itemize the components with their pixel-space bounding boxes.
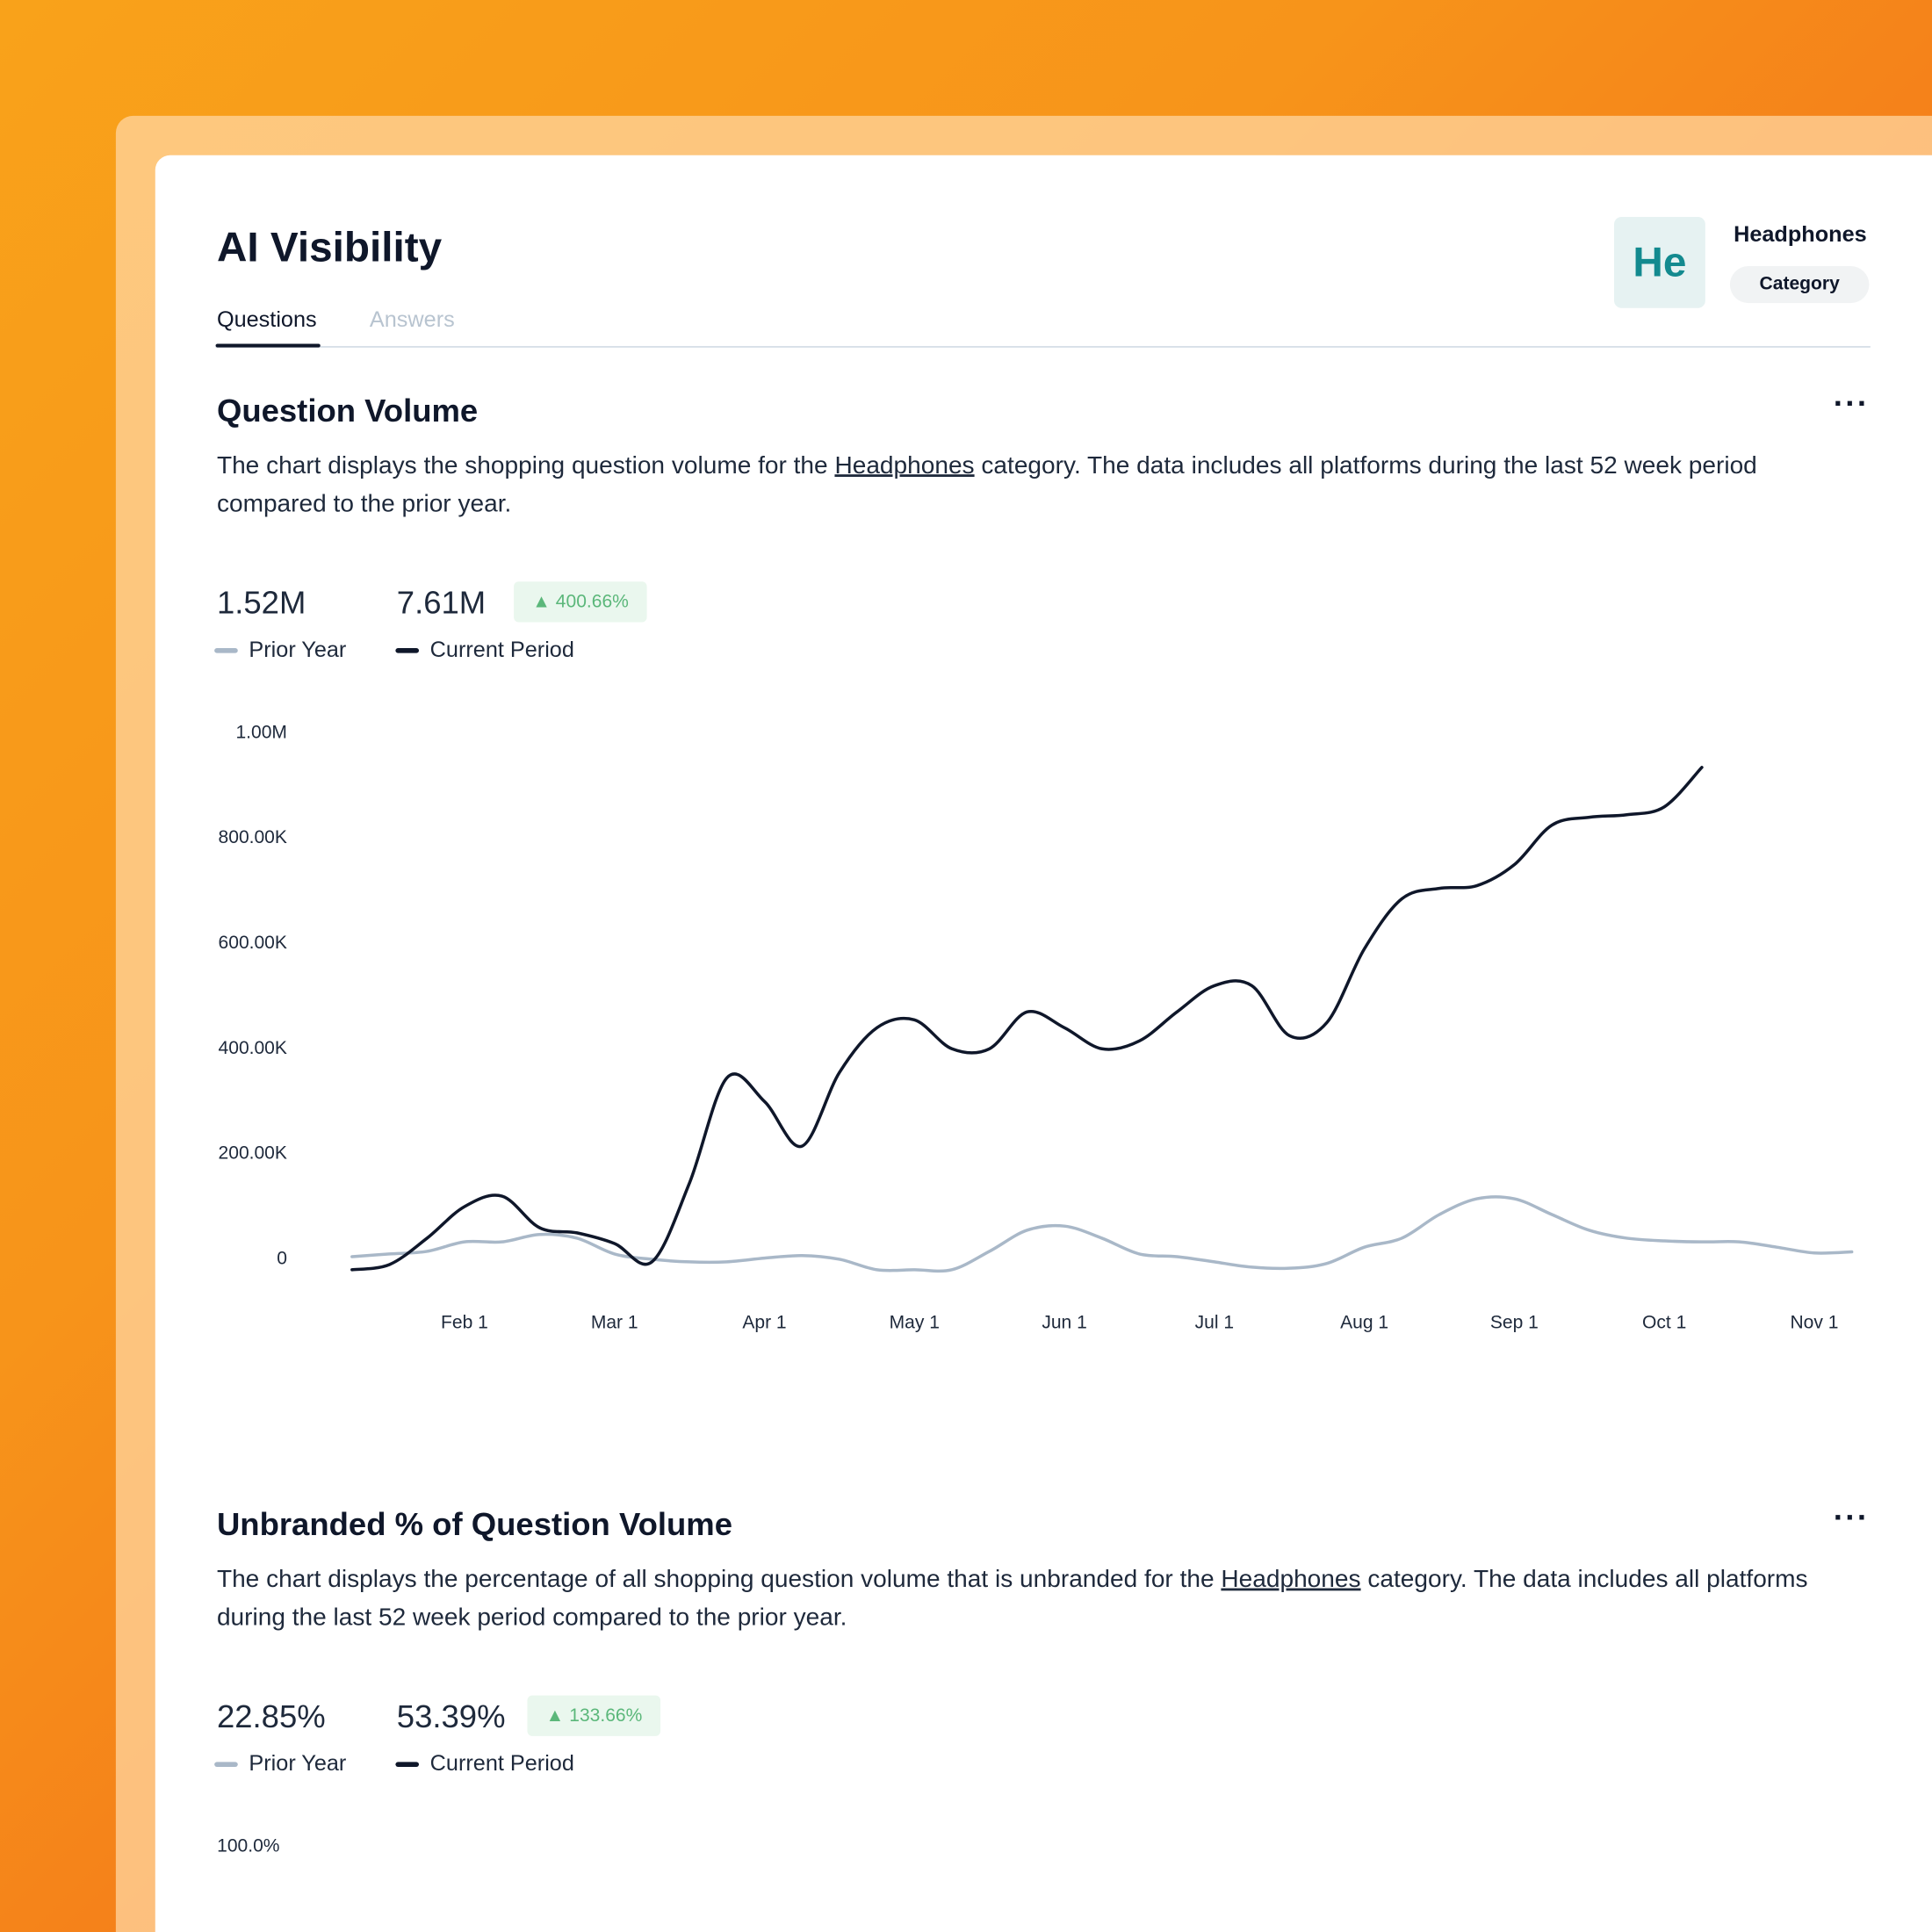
avatar: He [1614,216,1705,308]
x-tick-label: Mar 1 [591,1312,638,1332]
menu[interactable]: ··· [1833,384,1870,422]
stat: 7.61M [396,584,487,622]
series-line [350,1195,1854,1273]
legend-swatch [214,1762,238,1767]
x-tick-label: Feb 1 [441,1312,488,1332]
description: The chart displays the shopping question… [217,447,1868,523]
tab-divider [215,346,1871,348]
y-tick-label: 100.0% [217,1836,279,1856]
x-tick-label: Nov 1 [1790,1312,1838,1332]
stat: 53.39% [396,1698,506,1735]
x-tick-label: Apr 1 [742,1312,786,1332]
card [155,155,1932,1932]
text: category. The data includes all platform… [216,451,1757,518]
change: 133.66% [569,1705,643,1727]
legend-swatch [395,1762,420,1767]
x-tick-label: Sep 1 [1490,1312,1539,1332]
y-tick-label: 200.00K [219,1143,287,1164]
x-tick-label: May 1 [890,1312,940,1332]
link[interactable]: Headphones [1221,1566,1361,1594]
text: The chart displays the shopping question… [216,451,835,479]
stat: 22.85% [216,1698,326,1735]
y-tick-label: 400.00K [219,1038,287,1058]
y-tick-label: 800.00K [219,827,287,847]
change: 400.66% [555,591,629,613]
legend-swatch [395,648,420,653]
x-tick-label: Oct 1 [1642,1312,1686,1332]
change-badge: ▲ 133.66% [527,1695,661,1736]
tab[interactable]: Questions [216,306,317,332]
entity-type: Category [1729,266,1870,304]
change-badge: ▲ 400.66% [514,581,647,623]
series-line [350,766,1704,1272]
x-tick-label: Aug 1 [1340,1312,1388,1332]
entity-name: Headphones [1734,221,1867,247]
legend-label: Current Period [429,637,574,662]
section-title: Unbranded % of Question Volume [216,1505,733,1543]
stat: 1.52M [216,584,306,622]
x-tick-label: Jun 1 [1042,1312,1086,1332]
y-tick-label: 0 [277,1248,287,1268]
legend-label: Prior Year [249,1750,347,1776]
text: The chart displays the percentage of all… [216,1566,1222,1594]
legend-label: Current Period [429,1750,574,1776]
y-tick-label: 1.00M [235,722,286,742]
link[interactable]: Headphones [834,451,975,479]
tab-underline [215,343,321,348]
legend-swatch [214,648,238,653]
menu[interactable]: ··· [1833,1498,1870,1536]
tab[interactable]: Answers [369,306,455,332]
page-title: AI Visibility [216,224,443,271]
description: The chart displays the percentage of all… [217,1561,1868,1638]
text: category. The data includes all platform… [216,1566,1808,1632]
section-title: Question Volume [216,392,479,429]
y-tick-label: 600.00K [219,933,287,953]
x-tick-label: Jul 1 [1195,1312,1234,1332]
legend-label: Prior Year [249,637,347,662]
